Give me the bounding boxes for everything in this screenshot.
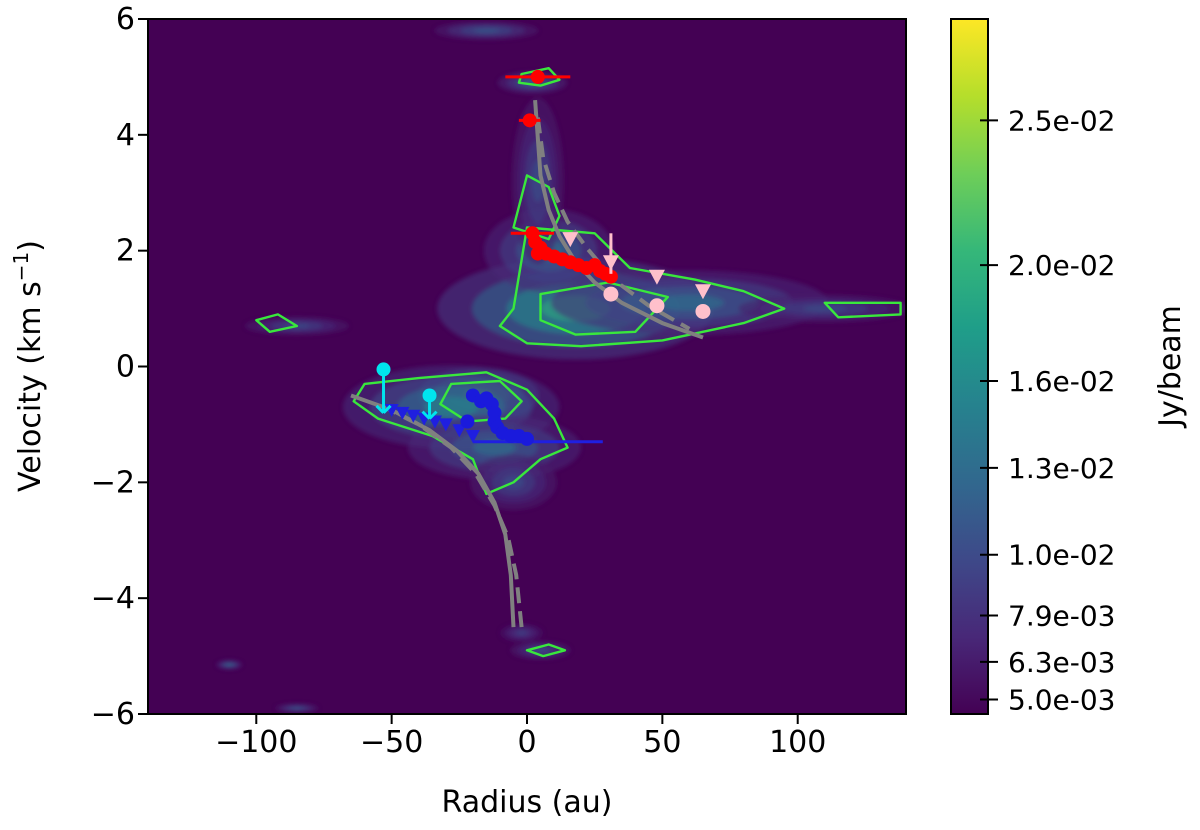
emission-blob xyxy=(225,663,233,666)
model-curve-dashed-blueshifted xyxy=(377,402,524,628)
emission-blob xyxy=(424,396,479,418)
emission-blob xyxy=(473,28,500,33)
emission-blob xyxy=(472,439,517,456)
pink-point xyxy=(695,303,711,319)
y-axis-label: Velocity (km s−1) xyxy=(9,240,48,492)
x-tick-label: 0 xyxy=(517,725,536,760)
y-axis-label-main: Velocity (km s xyxy=(13,281,48,492)
colorbar-tick-label: 1.6e-02 xyxy=(1008,365,1116,398)
emission-blob xyxy=(291,707,303,710)
emission-blob xyxy=(516,630,527,636)
y-axis: 6 4 2 0 −2 −4 −6 xyxy=(91,2,148,732)
blue-triangle xyxy=(406,409,421,423)
y-tick-label: −6 xyxy=(91,697,135,732)
blue-triangle xyxy=(438,418,453,432)
colorbar-tick-label: 6.3e-03 xyxy=(1008,646,1116,679)
red-point xyxy=(522,113,537,128)
cyan-arrow-right xyxy=(382,404,392,414)
y-axis-label-exponent: −1 xyxy=(9,252,33,281)
colorbar-tick-label: 1.0e-02 xyxy=(1008,539,1116,572)
x-axis-label: Radius (au) xyxy=(442,785,613,820)
colorbar: 2.5e-02 2.0e-02 1.6e-02 1.3e-02 1.0e-02 7.9e-… xyxy=(950,18,1188,717)
blue-point xyxy=(460,414,475,429)
x-tick-label: 100 xyxy=(769,725,826,760)
y-tick-label: 0 xyxy=(116,350,135,385)
colorbar-gradient xyxy=(950,18,989,715)
contour-line xyxy=(255,313,299,333)
cyan-arrow-left xyxy=(375,404,385,414)
colorbar-tick-label: 5.0e-03 xyxy=(1008,684,1116,717)
colorbar-ticks: 2.5e-02 2.0e-02 1.6e-02 1.3e-02 1.0e-02 7.9e-… xyxy=(980,104,1116,717)
cyan-point xyxy=(376,362,391,377)
pink-triangle xyxy=(648,269,665,285)
x-axis: −100 −50 0 50 100 xyxy=(215,714,826,760)
pink-point xyxy=(603,286,619,302)
cyan-point xyxy=(422,388,437,403)
y-tick-label: −4 xyxy=(91,581,135,616)
pink-triangle xyxy=(602,255,619,271)
red-point xyxy=(603,269,618,284)
red-point xyxy=(530,69,545,84)
blue-triangle xyxy=(452,424,467,438)
contour-line xyxy=(439,379,523,423)
pink-point xyxy=(649,298,665,314)
data-points xyxy=(375,69,711,446)
x-tick-label: −100 xyxy=(215,725,297,760)
colorbar-label: Jy/beam xyxy=(1153,305,1188,429)
contour-line xyxy=(512,174,561,241)
contour-line xyxy=(498,226,786,348)
colorbar-tick-label: 1.3e-02 xyxy=(1008,452,1116,485)
pink-triangle xyxy=(694,284,711,300)
blue-point xyxy=(520,431,534,446)
contour-line xyxy=(352,371,569,496)
emission-blob xyxy=(532,647,549,653)
y-tick-label: −2 xyxy=(91,465,135,500)
y-axis-label-close: ) xyxy=(13,240,48,252)
pink-triangle xyxy=(562,232,579,248)
colorbar-tick-label: 2.5e-02 xyxy=(1008,104,1116,137)
contour-line xyxy=(525,643,567,658)
contour-line xyxy=(517,67,561,87)
model-curve-dashed-redshifted xyxy=(535,117,691,331)
colorbar-tick-label: 7.9e-03 xyxy=(1008,600,1116,633)
y-tick-label: 2 xyxy=(116,234,135,269)
colorbar-tick-label: 2.0e-02 xyxy=(1008,249,1116,282)
cyan-arrow-right xyxy=(428,410,438,420)
y-tick-label: 6 xyxy=(116,2,135,37)
plot-area xyxy=(147,18,907,715)
y-tick-label: 4 xyxy=(116,118,135,153)
emission-blob xyxy=(803,305,847,313)
cyan-arrow-left xyxy=(421,410,431,420)
contour-line xyxy=(823,301,902,319)
x-tick-label: 50 xyxy=(643,725,681,760)
x-tick-label: −50 xyxy=(360,725,423,760)
blue-triangle xyxy=(395,406,410,420)
blue-triangle xyxy=(465,430,480,443)
